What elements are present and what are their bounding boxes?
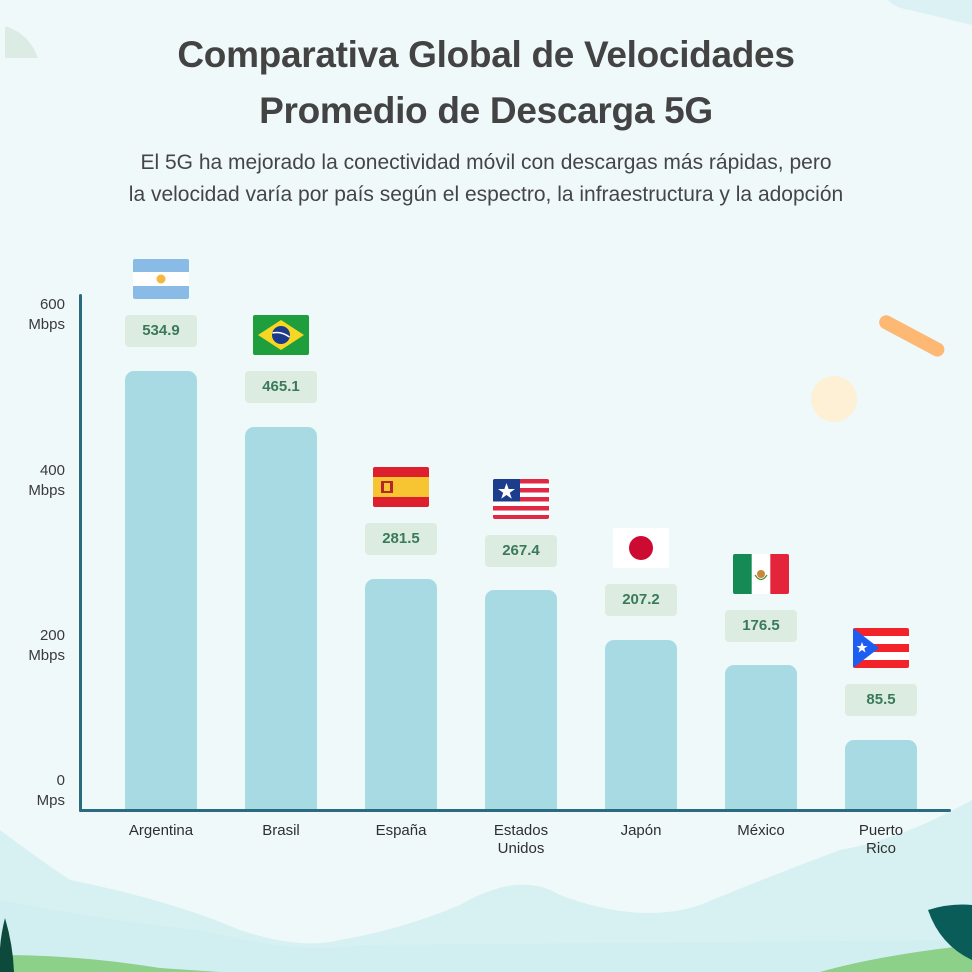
x-axis-line [79,809,951,812]
subtitle-line-2: la velocidad varía por país según el esp… [128,183,844,206]
x-label-text: España [375,822,427,839]
x-label-brasil: Brasil [226,822,336,840]
title-line-2: Promedio de Descarga 5G [259,90,713,131]
x-label-argentina: Argentina [106,822,216,840]
value-label-japon: 207.2 [605,584,677,616]
chart-title: Comparativa Global de Velocidades Promed… [0,27,972,139]
subtitle-line-1: El 5G ha mejorado la conectividad móvil … [140,151,832,174]
liberia-style-flag-icon [493,479,549,519]
chart-subtitle: El 5G ha mejorado la conectividad móvil … [0,147,972,211]
x-label-espana: España [346,822,456,840]
y-tick-unit: Mbps [28,647,65,664]
x-label-estados-unidos: Estados Unidos [466,822,576,858]
bar-espana[interactable] [365,579,437,810]
value-label-estados-unidos: 267.4 [485,535,557,567]
value-label-mexico: 176.5 [725,610,797,642]
x-label-text: Japón [620,822,662,839]
y-axis-line [79,294,82,812]
spain-flag-icon [373,467,429,507]
y-tick-value: 600 [39,296,65,313]
bar-argentina[interactable] [125,371,197,810]
bar-brasil[interactable] [245,427,317,810]
x-label-text: Brasil [262,822,300,839]
y-tick-value: 400 [39,462,65,479]
mexico-flag-icon [733,554,789,594]
y-tick-value: 200 [39,627,65,644]
bar-estados-unidos[interactable] [485,590,557,810]
x-label-puerto-rico: Puerto Rico [826,822,936,858]
x-label-text: Unidos [497,840,545,857]
value-label-argentina: 534.9 [125,315,197,347]
x-label-text: Argentina [128,822,194,839]
value-label-espana: 281.5 [365,523,437,555]
y-tick-400: 400 Mbps [10,461,65,501]
y-tick-600: 600 Mbps [10,295,65,335]
bar-japon[interactable] [605,640,677,810]
japan-flag-icon [613,528,669,568]
x-label-text: México [737,822,785,839]
y-tick-unit: Mbps [28,316,65,333]
y-tick-0: 0 Mps [10,771,65,811]
value-label-brasil: 465.1 [245,371,317,403]
value-label-puerto-rico: 85.5 [845,684,917,716]
y-tick-unit: Mps [36,792,65,809]
cream-circle-decoration [811,376,857,422]
bar-puerto-rico[interactable] [845,740,917,810]
brazil-flag-icon [253,315,309,355]
y-tick-200: 200 Mbps [10,626,65,666]
title-line-1: Comparativa Global de Velocidades [177,34,795,75]
x-label-text: Puerto [858,822,904,839]
y-tick-value: 0 [56,772,65,789]
x-label-japon: Japón [586,822,696,840]
argentina-flag-icon [133,259,189,299]
x-label-text: Estados [493,822,549,839]
x-label-text: Rico [865,840,896,857]
bar-mexico[interactable] [725,665,797,810]
x-label-mexico: México [706,822,816,840]
y-tick-unit: Mbps [28,482,65,499]
puerto-rico-flag-icon [853,628,909,668]
